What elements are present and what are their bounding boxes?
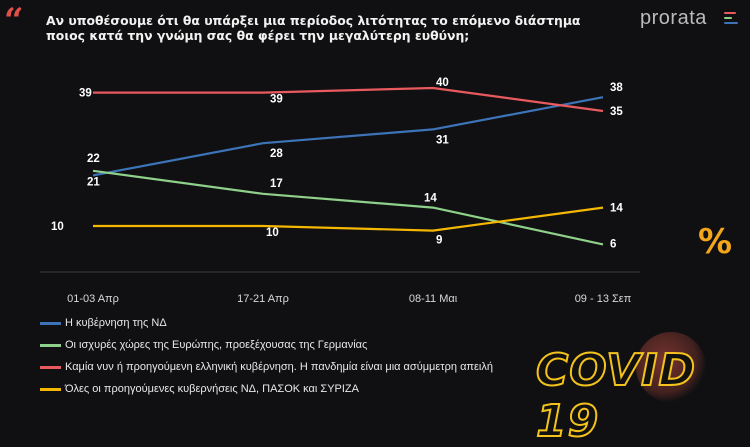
brand-logo: prorata <box>640 7 707 29</box>
series-line <box>92 169 604 246</box>
legend-swatch <box>40 365 61 369</box>
data-label: 10 <box>51 221 64 233</box>
data-label: 21 <box>87 176 100 188</box>
legend-item: Οι ισχυρές χώρες της Ευρώπης, προεξέχουσ… <box>40 334 493 356</box>
data-label: 17 <box>270 178 283 190</box>
data-label: 9 <box>436 235 442 247</box>
legend-label: Οι ισχυρές χώρες της Ευρώπης, προεξέχουσ… <box>65 339 368 351</box>
data-label: 22 <box>87 153 100 165</box>
legend-item: Η κυβέρνηση της ΝΔ <box>40 312 493 334</box>
data-label: 14 <box>424 193 437 205</box>
x-tick-label: 09 - 13 Σεπ <box>575 293 632 305</box>
data-label: 40 <box>436 77 449 89</box>
data-label: 14 <box>610 203 623 215</box>
virus-icon <box>636 332 706 402</box>
legend-label: Η κυβέρνηση της ΝΔ <box>65 317 167 329</box>
legend-swatch <box>40 321 61 325</box>
data-label: 31 <box>436 134 449 146</box>
data-label: 39 <box>270 94 283 106</box>
legend-label: Καμία vυν ή προηγούμενη ελληνική κυβέρνη… <box>65 361 493 373</box>
series-line <box>93 86 604 113</box>
quote-icon: “ <box>4 1 24 41</box>
data-label: 35 <box>610 106 623 118</box>
legend-item: Καμία vυν ή προηγούμενη ελληνική κυβέρνη… <box>40 356 493 378</box>
x-tick-label: 01-03 Απρ <box>67 293 119 305</box>
data-label: 28 <box>270 148 283 160</box>
line-chart: 01-03 Απρ 17-21 Απρ 08-11 Μαι 09 - 13 Σεπ 21… <box>40 77 640 305</box>
x-tick-label: 17-21 Απρ <box>237 293 289 305</box>
data-label: 6 <box>610 238 616 250</box>
legend-item: Όλες οι προηγούμενες κυβερνήσεις ΝΔ, ΠΑΣ… <box>40 378 493 400</box>
brand-bars-icon <box>724 10 740 28</box>
data-label: 39 <box>79 88 92 100</box>
series-line <box>92 96 604 177</box>
chart-legend: Η κυβέρνηση της ΝΔ Οι ισχυρές χώρες της Ε… <box>40 312 493 400</box>
legend-label: Όλες οι προηγούμενες κυβερνήσεις ΝΔ, ΠΑΣ… <box>65 383 359 395</box>
data-label: 10 <box>266 227 279 239</box>
covid-logo: COVID 19 <box>535 344 697 447</box>
data-label: 38 <box>610 82 623 94</box>
x-tick-label: 08-11 Μαι <box>409 293 458 305</box>
chart-title: Αν υποθέσουμε ότι θα υπάρξει μια περίοδο… <box>46 13 581 43</box>
percent-sign: % <box>698 222 733 262</box>
legend-swatch <box>40 343 61 347</box>
series-line <box>93 206 604 232</box>
legend-swatch <box>40 387 61 391</box>
